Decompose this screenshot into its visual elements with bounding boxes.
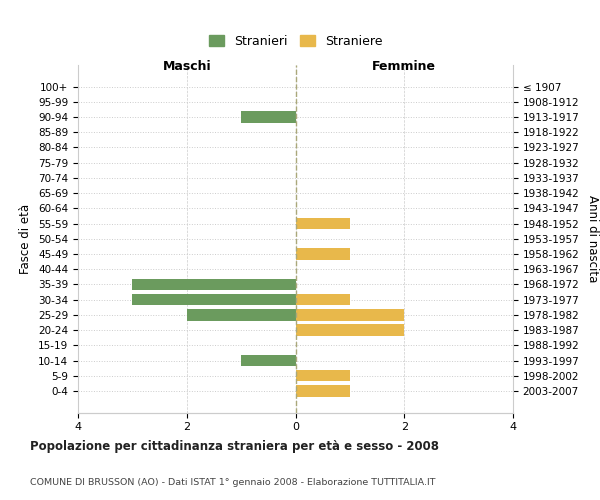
Bar	[296, 309, 404, 320]
Bar	[296, 324, 404, 336]
Text: Maschi: Maschi	[163, 60, 211, 73]
Bar	[296, 370, 350, 382]
Bar	[133, 294, 296, 306]
Text: COMUNE DI BRUSSON (AO) - Dati ISTAT 1° gennaio 2008 - Elaborazione TUTTITALIA.IT: COMUNE DI BRUSSON (AO) - Dati ISTAT 1° g…	[30, 478, 436, 487]
Bar	[241, 355, 296, 366]
Bar	[296, 248, 350, 260]
Bar	[296, 218, 350, 229]
Text: Femmine: Femmine	[372, 60, 436, 73]
Text: Popolazione per cittadinanza straniera per età e sesso - 2008: Popolazione per cittadinanza straniera p…	[30, 440, 439, 453]
Legend: Stranieri, Straniere: Stranieri, Straniere	[204, 30, 387, 52]
Y-axis label: Anni di nascita: Anni di nascita	[586, 195, 599, 282]
Bar	[133, 278, 296, 290]
Y-axis label: Fasce di età: Fasce di età	[19, 204, 32, 274]
Bar	[187, 309, 296, 320]
Bar	[241, 111, 296, 122]
Bar	[296, 386, 350, 396]
Bar	[296, 294, 350, 306]
